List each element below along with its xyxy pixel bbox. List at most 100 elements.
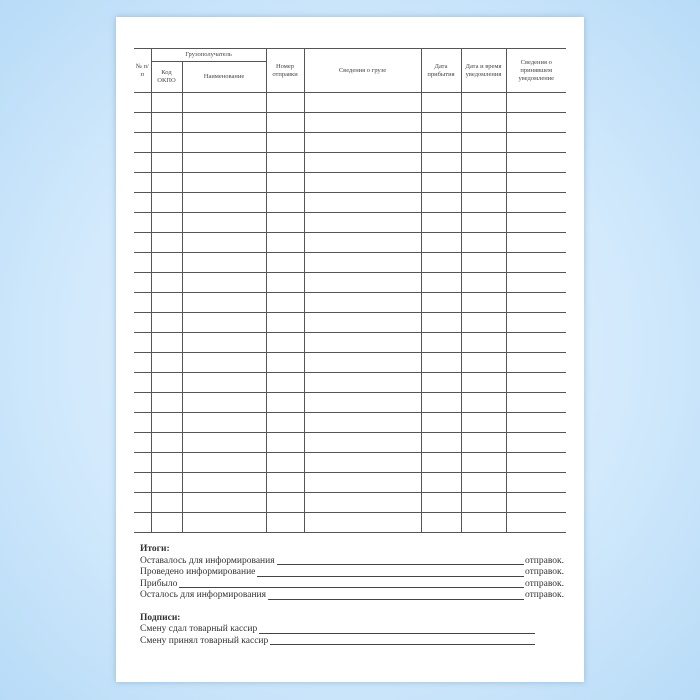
table-cell[interactable] (265, 352, 305, 373)
blank-field[interactable] (276, 556, 524, 565)
table-cell[interactable] (181, 172, 267, 193)
table-cell[interactable] (265, 92, 305, 113)
table-cell[interactable] (134, 132, 152, 153)
table-cell[interactable] (181, 92, 267, 113)
table-cell[interactable] (420, 92, 462, 113)
table-cell[interactable] (150, 232, 183, 253)
blank-field[interactable] (268, 591, 524, 600)
table-cell[interactable] (420, 432, 462, 453)
table-cell[interactable] (134, 432, 152, 453)
table-cell[interactable] (181, 472, 267, 493)
table-cell[interactable] (265, 292, 305, 313)
table-cell[interactable] (265, 132, 305, 153)
table-cell[interactable] (134, 512, 152, 533)
table-cell[interactable] (303, 252, 422, 273)
table-cell[interactable] (460, 232, 507, 253)
table-cell[interactable] (181, 252, 267, 273)
table-cell[interactable] (134, 292, 152, 313)
table-cell[interactable] (150, 412, 183, 433)
table-cell[interactable] (181, 292, 267, 313)
table-cell[interactable] (134, 232, 152, 253)
table-cell[interactable] (420, 472, 462, 493)
table-cell[interactable] (265, 192, 305, 213)
table-cell[interactable] (303, 132, 422, 153)
table-cell[interactable] (134, 392, 152, 413)
table-cell[interactable] (505, 312, 567, 333)
table-cell[interactable] (460, 432, 507, 453)
table-cell[interactable] (150, 392, 183, 413)
table-cell[interactable] (420, 312, 462, 333)
table-cell[interactable] (303, 452, 422, 473)
table-cell[interactable] (460, 492, 507, 513)
table-cell[interactable] (181, 272, 267, 293)
table-cell[interactable] (134, 212, 152, 233)
table-cell[interactable] (134, 312, 152, 333)
table-cell[interactable] (150, 212, 183, 233)
table-cell[interactable] (420, 392, 462, 413)
table-cell[interactable] (505, 332, 567, 353)
table-cell[interactable] (420, 232, 462, 253)
table-cell[interactable] (265, 212, 305, 233)
table-cell[interactable] (303, 332, 422, 353)
table-cell[interactable] (265, 432, 305, 453)
table-cell[interactable] (150, 272, 183, 293)
table-cell[interactable] (181, 372, 267, 393)
table-cell[interactable] (505, 92, 567, 113)
table-cell[interactable] (505, 352, 567, 373)
table-cell[interactable] (150, 292, 183, 313)
table-cell[interactable] (181, 192, 267, 213)
table-cell[interactable] (181, 232, 267, 253)
table-cell[interactable] (150, 332, 183, 353)
table-cell[interactable] (134, 332, 152, 353)
table-cell[interactable] (505, 132, 567, 153)
table-cell[interactable] (420, 112, 462, 133)
table-cell[interactable] (460, 372, 507, 393)
table-cell[interactable] (181, 212, 267, 233)
table-cell[interactable] (460, 172, 507, 193)
table-cell[interactable] (265, 112, 305, 133)
table-cell[interactable] (134, 412, 152, 433)
table-cell[interactable] (460, 272, 507, 293)
table-cell[interactable] (134, 492, 152, 513)
table-cell[interactable] (505, 292, 567, 313)
table-cell[interactable] (150, 492, 183, 513)
table-cell[interactable] (150, 432, 183, 453)
table-cell[interactable] (460, 452, 507, 473)
table-cell[interactable] (505, 172, 567, 193)
table-cell[interactable] (420, 172, 462, 193)
table-cell[interactable] (150, 352, 183, 373)
table-cell[interactable] (505, 512, 567, 533)
table-cell[interactable] (303, 312, 422, 333)
table-cell[interactable] (265, 252, 305, 273)
table-cell[interactable] (303, 112, 422, 133)
table-cell[interactable] (303, 92, 422, 113)
table-cell[interactable] (460, 252, 507, 273)
table-cell[interactable] (150, 512, 183, 533)
table-cell[interactable] (505, 492, 567, 513)
table-cell[interactable] (420, 192, 462, 213)
table-cell[interactable] (303, 512, 422, 533)
blank-field[interactable] (179, 579, 524, 588)
table-cell[interactable] (505, 472, 567, 493)
table-cell[interactable] (303, 472, 422, 493)
table-cell[interactable] (181, 512, 267, 533)
table-cell[interactable] (420, 132, 462, 153)
table-cell[interactable] (265, 272, 305, 293)
table-cell[interactable] (505, 252, 567, 273)
table-cell[interactable] (150, 252, 183, 273)
table-cell[interactable] (303, 492, 422, 513)
table-cell[interactable] (265, 172, 305, 193)
table-cell[interactable] (181, 132, 267, 153)
table-cell[interactable] (460, 472, 507, 493)
table-cell[interactable] (460, 212, 507, 233)
table-cell[interactable] (420, 272, 462, 293)
table-cell[interactable] (505, 112, 567, 133)
table-cell[interactable] (181, 312, 267, 333)
table-cell[interactable] (303, 152, 422, 173)
table-cell[interactable] (420, 412, 462, 433)
table-cell[interactable] (150, 92, 183, 113)
table-cell[interactable] (181, 452, 267, 473)
table-cell[interactable] (505, 152, 567, 173)
table-cell[interactable] (460, 292, 507, 313)
table-cell[interactable] (460, 332, 507, 353)
